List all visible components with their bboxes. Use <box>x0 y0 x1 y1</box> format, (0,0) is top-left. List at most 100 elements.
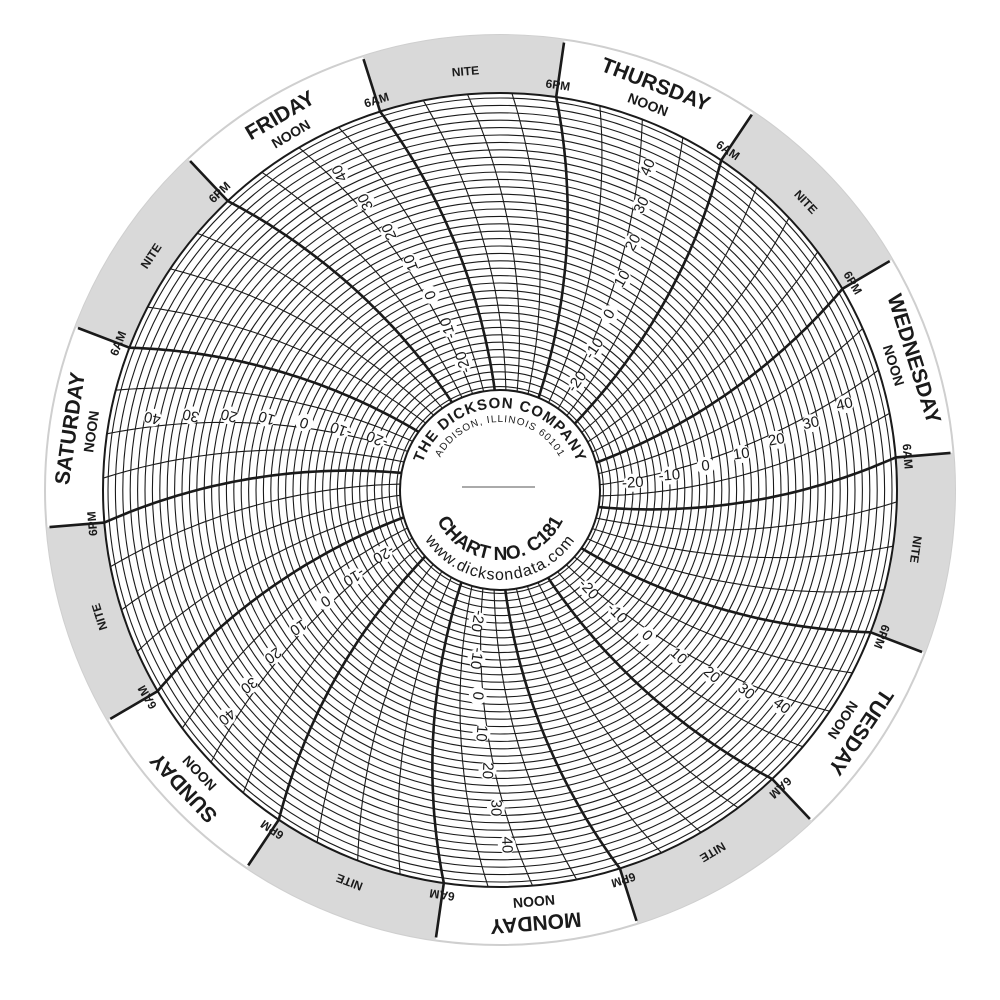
time-line <box>422 100 507 391</box>
time-line <box>581 187 758 433</box>
temperature-label: 20 <box>261 643 284 667</box>
temperature-label: -20 <box>622 474 645 492</box>
temperature-ring <box>151 141 849 839</box>
temperature-label-bg <box>638 158 657 177</box>
time-line <box>566 564 830 712</box>
temperature-label: 40 <box>637 156 659 178</box>
temperature-ring <box>351 341 649 639</box>
time-line <box>587 538 885 593</box>
temperature-label: 40 <box>770 694 794 718</box>
temperature-label: 40 <box>215 705 239 729</box>
temperature-label-bg <box>632 196 651 215</box>
temperature-label-bg <box>344 567 363 586</box>
temperature-label-bg <box>330 164 349 183</box>
temperature-label-bg <box>696 456 715 475</box>
temperature-label: 20 <box>622 231 645 254</box>
temperature-label-bg <box>478 761 497 780</box>
time-line <box>197 232 443 409</box>
night-band <box>870 452 956 654</box>
temperature-ring <box>248 238 752 742</box>
temperature-label: 20 <box>479 762 497 779</box>
nite-label: NITE <box>907 535 925 564</box>
temperature-label: 40 <box>834 394 854 415</box>
temperature-label-bg <box>624 233 643 252</box>
temperature-label-bg <box>623 473 642 492</box>
temperature-ring <box>159 149 841 831</box>
temperature-ring <box>225 215 775 765</box>
temperature-label: 30 <box>181 405 201 425</box>
temperature-rings <box>102 92 898 888</box>
temperature-ring <box>122 112 878 868</box>
temperature-label-bg <box>289 618 308 637</box>
temperature-label: 20 <box>767 430 786 450</box>
night-band <box>75 158 228 348</box>
time-line <box>557 119 643 409</box>
temperature-ring <box>114 104 886 876</box>
major-time-line <box>504 589 638 922</box>
temperature-label-bg <box>607 604 626 623</box>
time-line <box>599 412 890 497</box>
temperature-label-bg <box>772 696 791 715</box>
time-line <box>357 571 443 861</box>
major-time-line <box>595 259 891 464</box>
temperature-label-bg <box>356 192 375 211</box>
grid-outer-ring <box>102 92 898 888</box>
temperature-ring <box>240 230 760 750</box>
temperature-label-bg <box>472 724 491 743</box>
temperature-label: 40 <box>143 408 163 428</box>
major-time-line <box>49 469 402 529</box>
temperature-label-bg <box>660 466 679 485</box>
temperature-ring <box>233 223 767 757</box>
time-line <box>210 537 413 763</box>
temperature-label-bg <box>380 222 399 241</box>
time-line <box>261 171 463 398</box>
time-line <box>587 217 790 443</box>
temperature-ring <box>373 363 627 617</box>
temperature-label: 20 <box>378 221 400 243</box>
temperature-ring <box>255 245 745 735</box>
major-time-line <box>547 576 811 820</box>
temperature-ring <box>314 304 686 676</box>
time-line <box>338 126 485 392</box>
major-time-line <box>247 555 427 867</box>
time-line <box>599 369 879 486</box>
temperature-label-bg <box>467 649 486 668</box>
night-band <box>619 778 812 924</box>
temperature-label-bg <box>732 445 751 464</box>
temperature-label-bg <box>143 408 162 427</box>
time-line <box>242 547 419 793</box>
temperature-ring <box>307 297 693 683</box>
time-line <box>537 582 739 809</box>
major-time-line <box>598 451 951 511</box>
temperature-ring <box>344 334 656 646</box>
night-bands <box>46 34 956 941</box>
temperature-label: 10 <box>472 724 490 742</box>
temperature-label: 30 <box>630 194 653 217</box>
time-line <box>170 268 434 416</box>
temperature-label: 30 <box>354 191 376 213</box>
temperature-ring <box>292 282 708 698</box>
temperature-label: 30 <box>801 413 821 433</box>
time-line <box>466 94 520 392</box>
temperature-ring <box>129 119 871 861</box>
time-line <box>397 577 452 875</box>
time-lines <box>49 42 951 938</box>
time-line <box>147 306 426 424</box>
temperature-ring <box>218 208 782 772</box>
time-line <box>592 528 894 559</box>
temperature-label-bg <box>613 269 632 288</box>
temperature-label-bg <box>702 665 721 684</box>
temperature-label-bg <box>585 339 604 358</box>
major-time-line <box>362 58 496 391</box>
temperature-label: -10 <box>658 466 681 485</box>
time-line <box>316 564 434 843</box>
night-band <box>721 112 893 289</box>
major-time-line <box>580 546 923 654</box>
time-line <box>595 501 897 531</box>
temperature-label-bg <box>600 305 619 324</box>
time-line <box>115 387 413 442</box>
time-line <box>557 571 803 748</box>
time-line <box>480 588 534 886</box>
temperature-label-bg <box>439 319 458 338</box>
temperature-label: 0 <box>469 691 487 701</box>
